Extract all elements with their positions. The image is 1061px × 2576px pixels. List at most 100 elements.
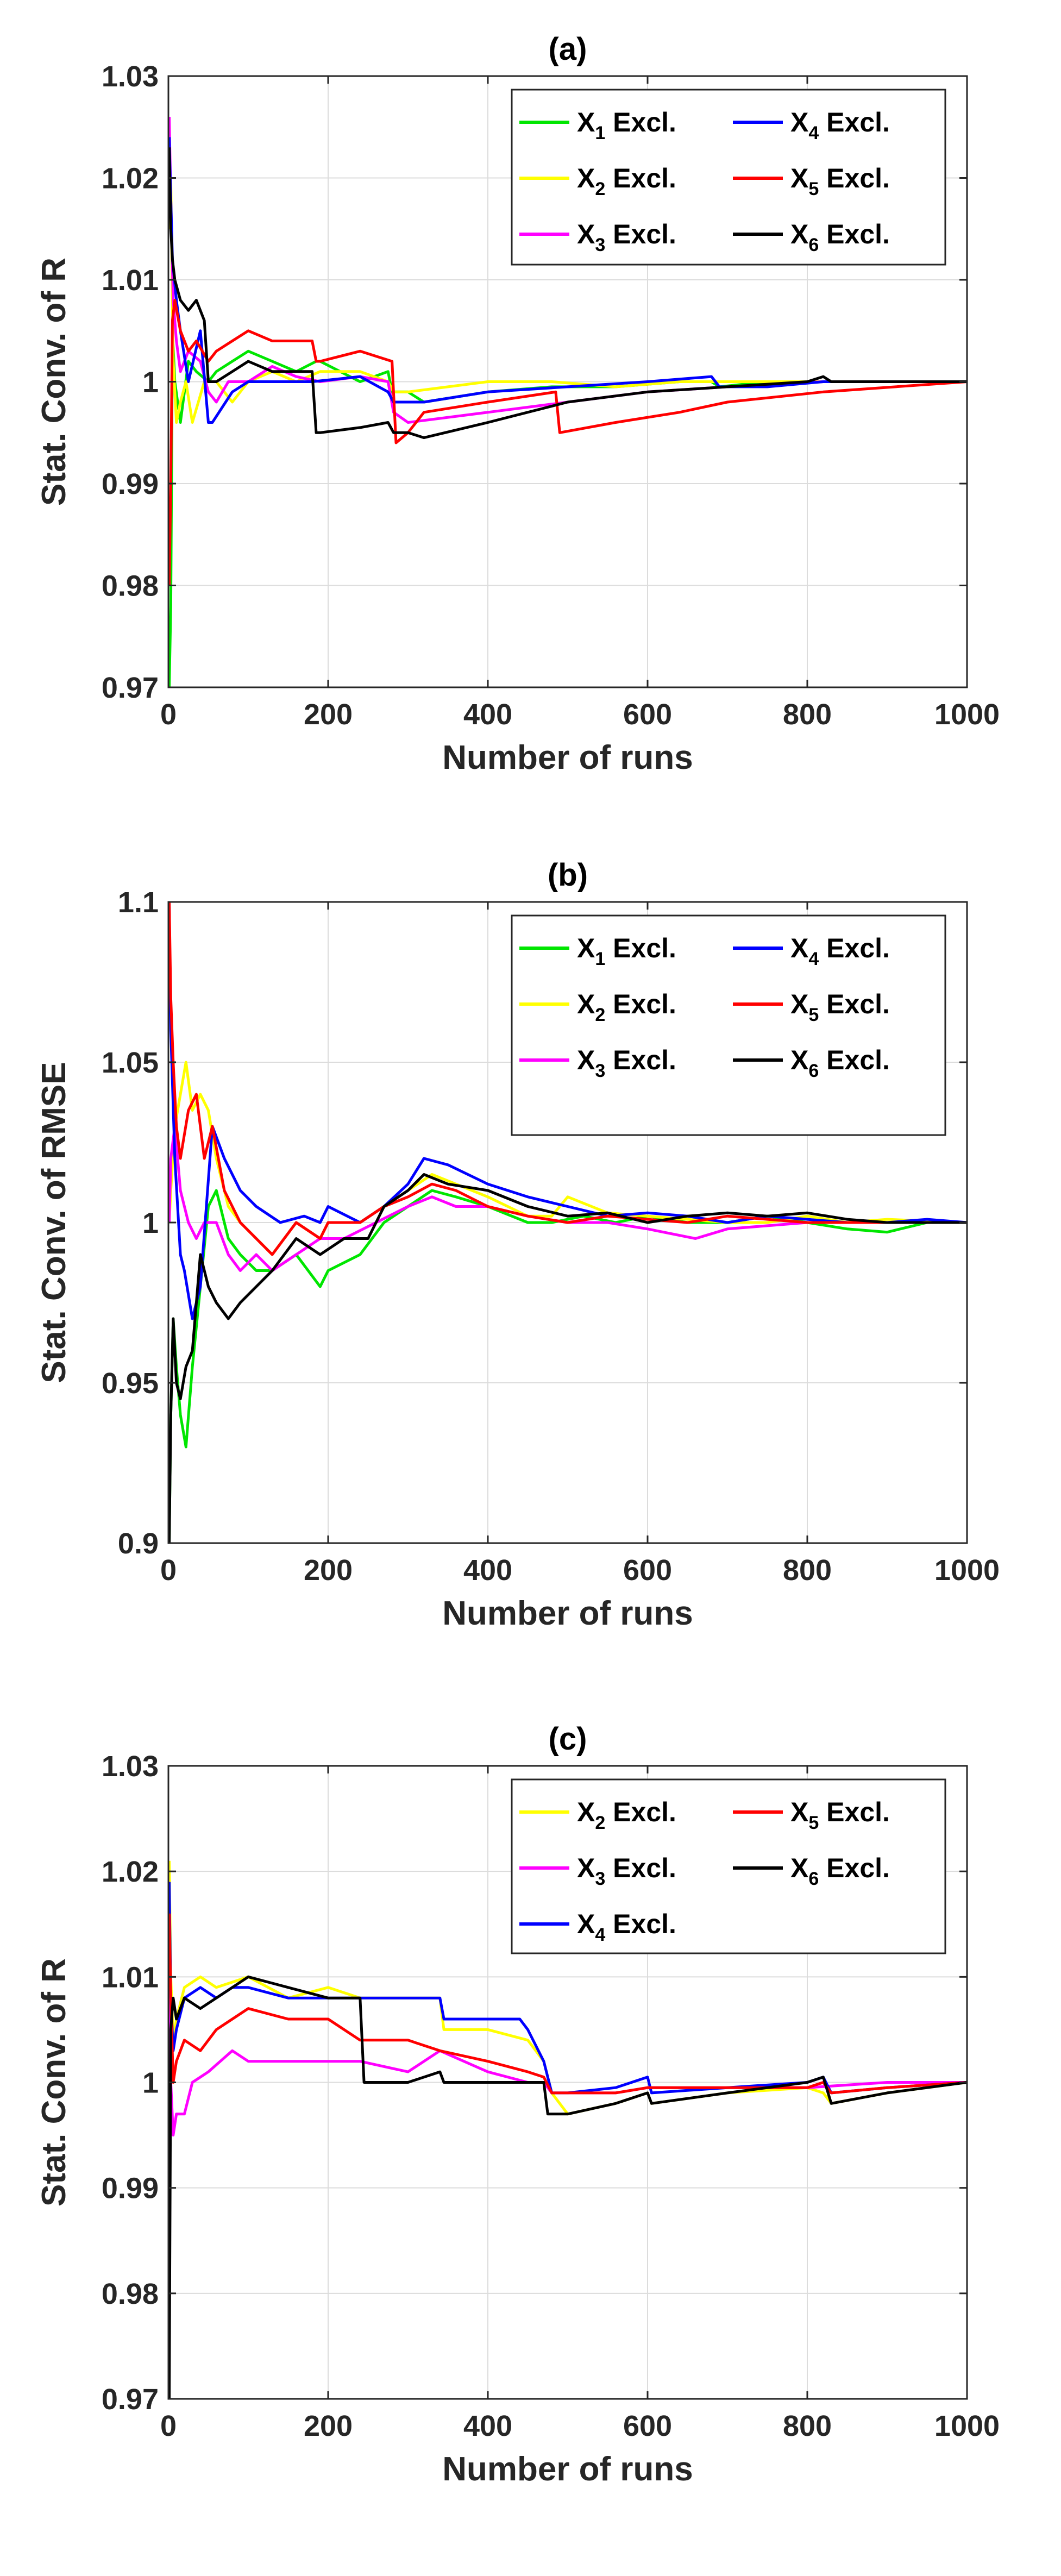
series-line-6 <box>168 1173 967 1543</box>
y-tick-label: 1.02 <box>102 162 159 195</box>
y-tick-label: 1 <box>142 366 159 399</box>
series-line-5 <box>168 902 967 1256</box>
legend-label: X3 Excl. <box>577 1853 676 1889</box>
y-tick-label: 1.1 <box>118 886 159 919</box>
series-line-2 <box>168 1860 967 2116</box>
legend-item-2: X2 Excl. <box>519 163 676 199</box>
x-tick-label: 800 <box>783 698 832 731</box>
legend-label: X4 Excl. <box>577 1909 676 1945</box>
legend-label: X6 Excl. <box>790 1045 890 1081</box>
x-tick-label: 200 <box>304 698 353 731</box>
x-axis-label: Number of runs <box>442 2450 693 2488</box>
legend-item-2: X2 Excl. <box>519 989 676 1025</box>
legend-item-5: X5 Excl. <box>733 989 890 1025</box>
legend-label: X4 Excl. <box>790 933 890 969</box>
y-tick-label: 0.99 <box>102 468 159 500</box>
x-tick-label: 600 <box>623 1554 672 1587</box>
x-tick-label: 400 <box>463 698 512 731</box>
y-axis-label: Stat. Conv. of RMSE <box>35 1062 73 1383</box>
legend-label: X6 Excl. <box>790 1853 890 1889</box>
legend-label: X1 Excl. <box>577 107 676 143</box>
y-tick-label: 1.03 <box>102 1750 159 1783</box>
y-tick-label: 1 <box>142 2067 159 2099</box>
legend-item-3: X3 Excl. <box>519 1853 676 1889</box>
legend-box <box>511 1778 946 1954</box>
y-tick-label: 0.98 <box>102 2278 159 2310</box>
legend-item-1: X1 Excl. <box>519 933 676 969</box>
legend-item-6: X6 Excl. <box>733 219 890 255</box>
legend-item-6: X6 Excl. <box>733 1045 890 1081</box>
x-tick-label: 0 <box>160 2410 177 2442</box>
series-line-6 <box>168 1975 967 2399</box>
y-tick-label: 1.01 <box>102 1961 159 1994</box>
series-group <box>168 1860 967 2399</box>
legend: X2 Excl. X3 Excl. X4 Excl. X5 Excl. X6 Excl. <box>511 1778 946 1954</box>
chart-title: (a) <box>549 32 587 67</box>
chart-panel-b: 0 200 400 600 800 1000 0.9 0.95 1 1.05 1.1 (b) Numbe… <box>35 857 1000 1632</box>
x-tick-label: 600 <box>623 698 672 731</box>
legend-item-2: X2 Excl. <box>519 1797 676 1833</box>
legend-label: X3 Excl. <box>577 1045 676 1081</box>
y-tick-label: 1.02 <box>102 1856 159 1888</box>
legend-item-4: X4 Excl. <box>733 107 890 143</box>
x-tick-label: 1000 <box>934 1554 1000 1587</box>
y-tick-label: 1 <box>142 1207 159 1239</box>
chart-title: (b) <box>548 857 588 893</box>
x-tick-label: 200 <box>304 1554 353 1587</box>
y-axis-label: Stat. Conv. of R <box>35 258 73 506</box>
series-line-2 <box>168 177 967 424</box>
legend-item-1: X1 Excl. <box>519 107 676 143</box>
legend-item-6: X6 Excl. <box>733 1853 890 1889</box>
series-line-4 <box>168 137 967 424</box>
legend-label: X4 Excl. <box>790 107 890 143</box>
x-tick-label: 0 <box>160 698 177 731</box>
chart-panel-c: 0 200 400 600 800 1000 0.97 0.98 0.99 1 1.01 1.02 1.… <box>35 1721 1000 2488</box>
series-line-6 <box>168 147 967 440</box>
x-tick-label: 1000 <box>934 698 1000 731</box>
chart-title: (c) <box>549 1721 587 1757</box>
y-tick-label: 0.95 <box>102 1367 159 1400</box>
y-tick-label: 0.98 <box>102 570 159 603</box>
legend-label: X3 Excl. <box>577 219 676 255</box>
y-axis-label: Stat. Conv. of R <box>35 1958 73 2207</box>
legend-box <box>511 89 946 266</box>
legend-label: X2 Excl. <box>577 989 676 1025</box>
x-axis-label: Number of runs <box>442 739 693 776</box>
legend-label: X5 Excl. <box>790 163 890 199</box>
legend-item-5: X5 Excl. <box>733 1797 890 1833</box>
legend-item-4: X4 Excl. <box>519 1909 676 1945</box>
y-tick-label: 1.01 <box>102 264 159 297</box>
x-tick-label: 0 <box>160 1554 177 1587</box>
x-tick-label: 800 <box>783 1554 832 1587</box>
series-line-5 <box>168 299 967 586</box>
legend-label: X5 Excl. <box>790 1797 890 1833</box>
y-tick-label: 0.97 <box>102 2383 159 2416</box>
legend-label: X1 Excl. <box>577 933 676 969</box>
legend-item-5: X5 Excl. <box>733 163 890 199</box>
y-tick-label: 0.99 <box>102 2172 159 2205</box>
legend: X1 Excl. X2 Excl. X3 Excl. X4 Excl. X5 Excl.… <box>511 914 946 1136</box>
series-group <box>168 902 967 1543</box>
legend-label: X2 Excl. <box>577 163 676 199</box>
chart-panel-a: 0 200 400 600 800 1000 0.97 0.98 0.99 1 1.01 1.02 1.… <box>35 32 1000 776</box>
y-tick-label: 1.03 <box>102 60 159 93</box>
x-tick-label: 400 <box>463 1554 512 1587</box>
y-tick-label: 0.97 <box>102 672 159 704</box>
legend-item-3: X3 Excl. <box>519 219 676 255</box>
series-line-5 <box>168 1913 967 2095</box>
y-tick-label: 0.9 <box>118 1527 159 1560</box>
legend-box <box>511 914 946 1136</box>
series-group <box>168 116 967 687</box>
x-tick-label: 1000 <box>934 2410 1000 2442</box>
legend-item-4: X4 Excl. <box>733 933 890 969</box>
legend-item-3: X3 Excl. <box>519 1045 676 1081</box>
legend: X1 Excl. X2 Excl. X3 Excl. X4 Excl. X5 Excl.… <box>511 89 946 266</box>
x-tick-label: 400 <box>463 2410 512 2442</box>
x-tick-label: 600 <box>623 2410 672 2442</box>
legend-label: X5 Excl. <box>790 989 890 1025</box>
x-tick-label: 200 <box>304 2410 353 2442</box>
x-axis-label: Number of runs <box>442 1595 693 1632</box>
legend-label: X2 Excl. <box>577 1797 676 1833</box>
y-tick-label: 1.05 <box>102 1046 159 1079</box>
x-tick-label: 800 <box>783 2410 832 2442</box>
